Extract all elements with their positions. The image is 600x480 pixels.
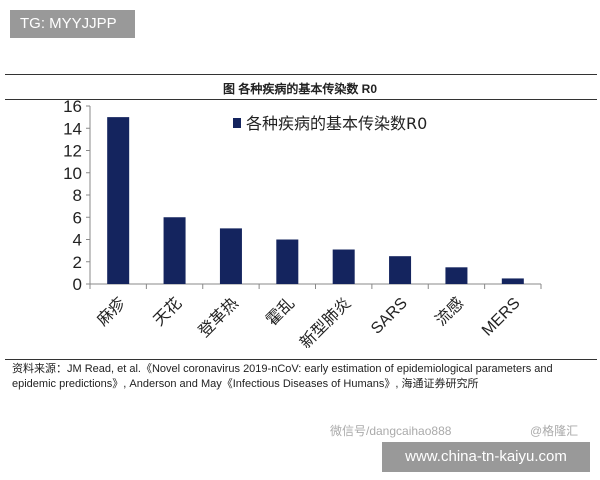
legend-label: 各种疾病的基本传染数R0	[246, 114, 427, 133]
y-tick-label: 2	[73, 253, 82, 272]
x-tick-label: 流感	[432, 294, 467, 329]
bar-0	[107, 117, 130, 284]
y-tick-label: 16	[63, 97, 82, 116]
y-tick-label: 4	[73, 231, 82, 250]
source-note: 资料来源：JM Read, et al.《Novel coronavirus 2…	[12, 363, 553, 390]
legend-swatch	[233, 118, 241, 128]
tag-label: TG: MYYJJPP	[10, 10, 135, 38]
bar-6	[445, 267, 468, 284]
source-rule	[5, 359, 597, 360]
bar-1	[163, 217, 186, 284]
x-tick-label: 霍乱	[263, 294, 298, 329]
y-tick-label: 10	[63, 164, 82, 183]
x-tick-label: 麻疹	[94, 294, 129, 329]
bar-5	[389, 256, 412, 284]
x-tick-label: 天花	[150, 294, 185, 329]
bar-4	[332, 249, 355, 284]
y-tick-label: 0	[73, 275, 82, 294]
bar-2	[219, 228, 242, 284]
watermark-wechat: 微信号/dangcaihao888	[330, 424, 452, 438]
title-top-rule	[5, 74, 597, 75]
watermark-gelonghui: @格隆汇	[530, 424, 579, 438]
y-tick-label: 6	[73, 208, 82, 227]
bar-7	[501, 278, 524, 284]
bar-3	[276, 239, 299, 284]
x-tick-label: 登革热	[195, 294, 242, 341]
x-tick-label: SARS	[368, 295, 411, 338]
title-bottom-rule	[5, 99, 597, 100]
bar-chart: 0 2 4 6 8 10 12 14 16 麻疹 天花 登革热 霍乱 新型肺炎 SARS 流感 MERS 各种疾病…	[63, 97, 542, 352]
y-tick-label: 8	[73, 186, 82, 205]
x-tick-label: MERS	[479, 295, 524, 340]
y-tick-label: 12	[63, 142, 82, 161]
site-url-label: www.china-tn-kaiyu.com	[382, 442, 590, 472]
figure-title: 图 各种疾病的基本传染数 R0	[222, 82, 377, 96]
y-tick-label: 14	[63, 119, 82, 138]
x-tick-label: 新型肺炎	[297, 294, 355, 352]
